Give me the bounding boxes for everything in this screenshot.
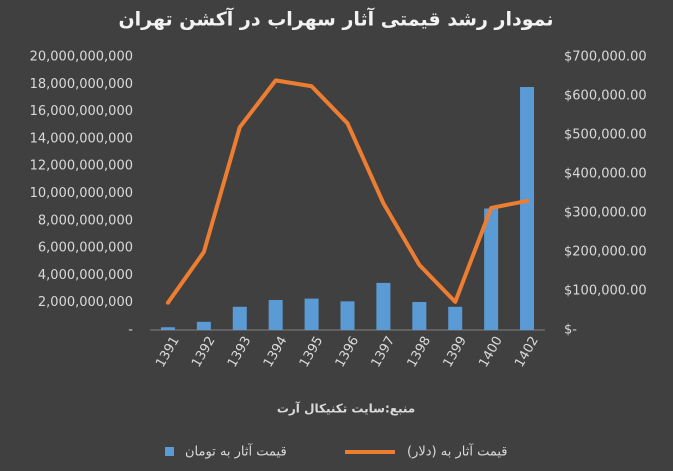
y2-tick-label: $100,000.00 <box>564 284 647 299</box>
y2-tick-label: $- <box>564 323 577 338</box>
y-tick-label: 10,000,000,000 <box>30 186 133 201</box>
y-tick-label: 18,000,000,000 <box>30 77 133 92</box>
x-tick-label: 1399 <box>440 334 470 370</box>
x-tick-label: 1395 <box>297 334 327 370</box>
x-axis-label: منبع:سایت تکنیکال آرت <box>277 401 415 416</box>
chart-title: نمودار رشد قیمتی آثار سهراب در آکشن تهرا… <box>118 7 553 31</box>
y-tick-label: 2,000,000,000 <box>38 295 133 310</box>
y-tick-label: 8,000,000,000 <box>38 213 133 228</box>
bar <box>160 327 175 330</box>
y-tick-label: 6,000,000,000 <box>38 241 133 256</box>
bar <box>232 306 247 330</box>
bar <box>376 282 391 330</box>
legend-label: قیمت آثار به تومان <box>185 443 287 460</box>
line <box>165 78 530 305</box>
bar <box>196 321 211 330</box>
y2-tick-label: $500,000.00 <box>564 128 647 143</box>
bar <box>412 302 427 330</box>
legend-swatch <box>165 447 174 456</box>
x-tick-label: 1402 <box>512 334 542 370</box>
x-tick-label: 1392 <box>189 334 219 370</box>
y2-tick-label: $300,000.00 <box>564 206 647 221</box>
bar <box>484 208 499 330</box>
bar <box>304 298 319 330</box>
y-tick-label: 4,000,000,000 <box>38 268 133 283</box>
y2-tick-label: $700,000.00 <box>564 50 647 65</box>
x-tick-label: 1397 <box>369 334 399 370</box>
x-tick-label: 1398 <box>405 334 435 370</box>
x-tick-label: 1391 <box>153 334 183 370</box>
y-tick-label: 12,000,000,000 <box>30 159 133 174</box>
bar <box>520 87 535 330</box>
legend-label: قیمت آثار به (دلار) <box>407 443 508 460</box>
y-tick-label: 14,000,000,000 <box>30 131 133 146</box>
y-tick-label: 16,000,000,000 <box>30 104 133 119</box>
x-tick-label: 1400 <box>476 334 506 370</box>
y-tick-label: - <box>128 323 133 338</box>
y-tick-label: 20,000,000,000 <box>30 50 133 65</box>
x-tick-label: 1393 <box>225 334 255 370</box>
y2-tick-label: $400,000.00 <box>564 167 647 182</box>
bar <box>268 299 283 330</box>
y2-tick-label: $200,000.00 <box>564 245 647 260</box>
y2-tick-label: $600,000.00 <box>564 89 647 104</box>
bar <box>340 301 355 330</box>
bar <box>448 306 463 330</box>
x-tick-label: 1396 <box>333 334 363 370</box>
x-tick-label: 1394 <box>261 334 291 370</box>
